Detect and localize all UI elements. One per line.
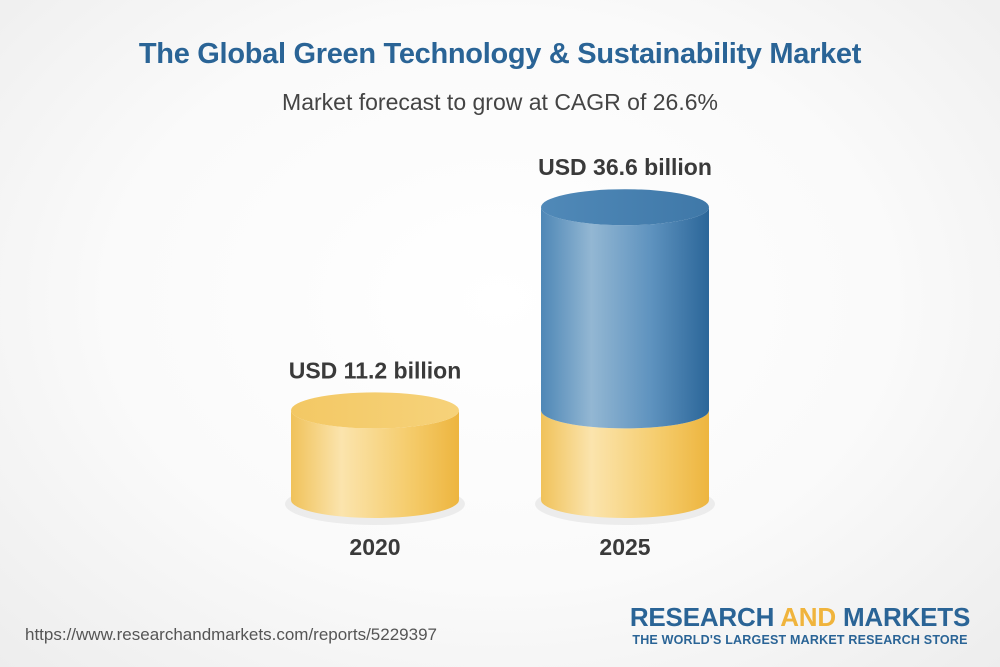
chart-title: The Global Green Technology & Sustainabi… xyxy=(138,38,862,70)
value-label-2020: USD 11.2 billion xyxy=(289,357,462,383)
bar-top-2020 xyxy=(291,392,459,429)
bar-base-2020 xyxy=(291,410,459,518)
chart-subtitle: Market forecast to grow at CAGR of 26.6% xyxy=(282,89,718,115)
bar-base-2025 xyxy=(541,410,709,518)
category-label-2020: 2020 xyxy=(349,534,400,560)
brand-name-part1: RESEARCH xyxy=(629,602,781,632)
bar-growth-2025 xyxy=(541,207,709,429)
bar-top-2025 xyxy=(541,189,709,226)
brand-tagline: THE WORLD'S LARGEST MARKET RESEARCH STOR… xyxy=(632,633,968,647)
brand-name-part2: AND xyxy=(780,602,836,632)
source-url: https://www.researchandmarkets.com/repor… xyxy=(25,625,437,644)
value-label-2025: USD 36.6 billion xyxy=(538,154,712,180)
category-label-2025: 2025 xyxy=(599,534,650,560)
brand-name: RESEARCH AND MARKETS xyxy=(620,602,980,632)
brand-name-part3: MARKETS xyxy=(835,602,971,632)
brand-logo: RESEARCH AND MARKETS THE WORLD'S LARGEST… xyxy=(620,602,980,648)
